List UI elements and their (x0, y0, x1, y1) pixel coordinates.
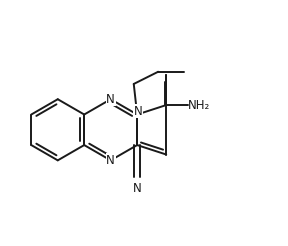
Text: N: N (133, 105, 142, 118)
Text: N: N (106, 154, 115, 167)
Text: N: N (133, 182, 141, 195)
Text: NH₂: NH₂ (188, 99, 211, 112)
Text: N: N (106, 93, 115, 106)
